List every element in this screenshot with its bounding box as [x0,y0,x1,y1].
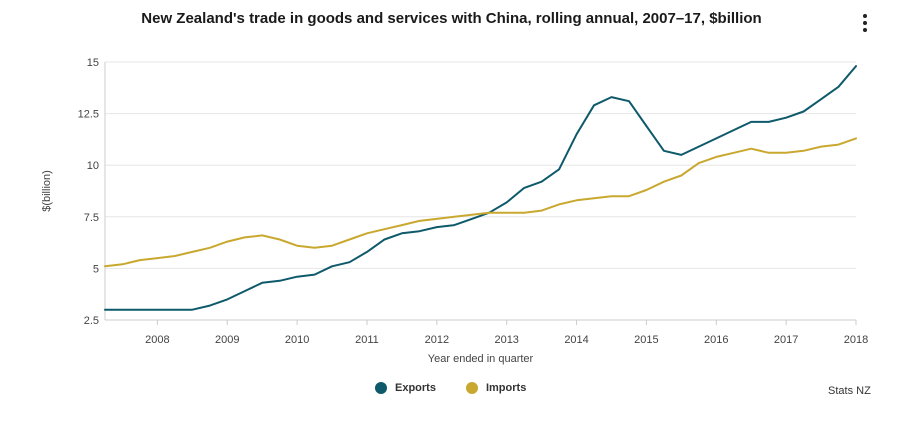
menu-dot-icon [863,14,867,18]
imports-swatch-icon [465,382,478,394]
y-tick-label: 12.5 [78,109,99,121]
x-tick-label: 2009 [215,334,239,346]
x-tick-label: 2012 [425,334,449,346]
x-tick-label: 2010 [285,334,309,346]
imports-line [104,137,857,268]
exports-swatch-icon [375,382,387,394]
legend-item-exports[interactable]: Exports [375,382,436,394]
y-tick-label: 15 [87,57,99,69]
x-tick-label: 2015 [634,334,658,346]
legend-label-imports: Imports [485,382,527,394]
y-tick-label: 10 [87,160,99,172]
source-credit: Stats NZ [828,385,871,397]
x-axis-title: Year ended in quarter [428,353,534,365]
x-tick-label: 2011 [355,334,379,346]
exports-line [104,65,857,311]
legend-item-imports[interactable]: Imports [465,382,527,394]
y-tick-label: 2.5 [84,315,99,327]
menu-dot-icon [863,28,867,32]
menu-dot-icon [863,21,867,25]
y-tick-label: 5 [93,263,99,275]
chart-title: New Zealand's trade in goods and service… [141,10,762,27]
x-tick-label: 2008 [145,334,169,346]
x-tick-label: 2017 [774,334,798,346]
y-tick-label: 7.5 [84,212,99,224]
legend-label-exports: Exports [395,382,436,394]
x-tick-label: 2014 [564,334,588,346]
y-axis-title: $(billion) [41,170,53,212]
x-tick-label: 2013 [494,334,518,346]
x-tick-label: 2016 [704,334,728,346]
chart-menu-button[interactable] [856,12,874,34]
legend: Exports Imports [375,382,526,394]
x-tick-label: 2018 [844,334,868,346]
